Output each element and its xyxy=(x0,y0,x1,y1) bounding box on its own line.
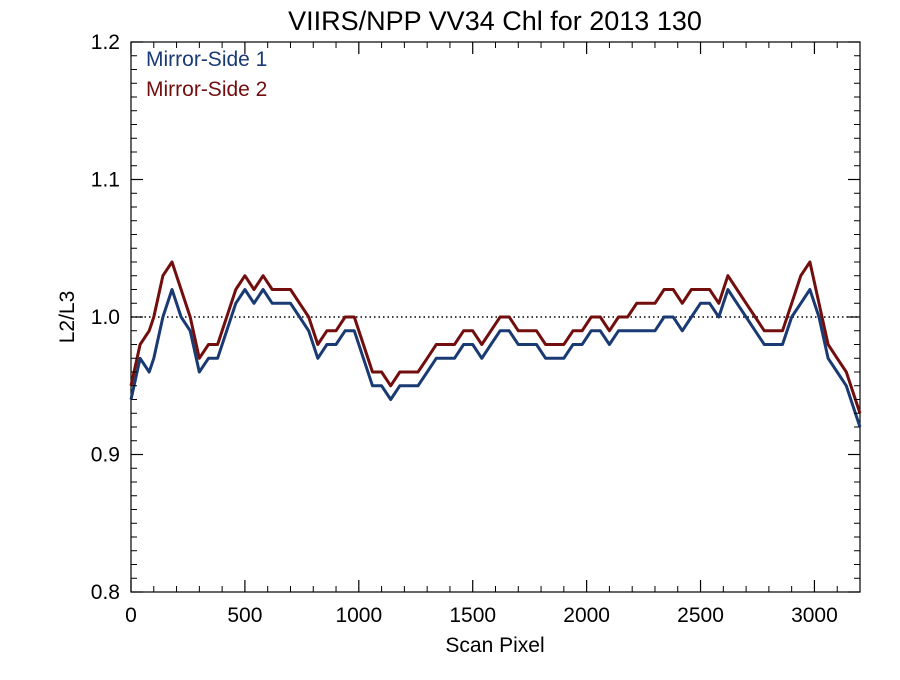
series-layer xyxy=(129,260,862,428)
legend-entry-mirror-side-1: Mirror-Side 1 xyxy=(146,48,267,71)
axis-layer: 0 500 1000 1500 2000 2500 3000 0.8 0.9 1.0 1.1 1.2 xyxy=(91,31,860,627)
series-line-1 xyxy=(129,288,862,428)
x-tick-label: 0 xyxy=(125,604,137,627)
x-axis-label: Scan Pixel xyxy=(445,634,544,657)
x-tick-label: 2000 xyxy=(563,604,610,627)
y-tick-label: 0.8 xyxy=(91,581,120,604)
series-line-2 xyxy=(129,260,862,414)
x-tick-label: 1000 xyxy=(335,604,382,627)
x-tick-label: 3000 xyxy=(791,604,838,627)
x-tick-label: 500 xyxy=(227,604,262,627)
chart-title: VIIRS/NPP VV34 Chl for 2013 130 xyxy=(288,6,702,36)
x-tick-label: 2500 xyxy=(677,604,724,627)
x-tick-label: 1500 xyxy=(449,604,496,627)
y-tick-label: 1.1 xyxy=(91,169,120,192)
y-tick-label: 1.0 xyxy=(91,306,120,329)
y-tick-label: 0.9 xyxy=(91,444,120,467)
y-tick-label: 1.2 xyxy=(91,31,120,54)
y-axis-label: L2/L3 xyxy=(56,291,79,344)
legend-entry-mirror-side-2: Mirror-Side 2 xyxy=(146,78,267,101)
